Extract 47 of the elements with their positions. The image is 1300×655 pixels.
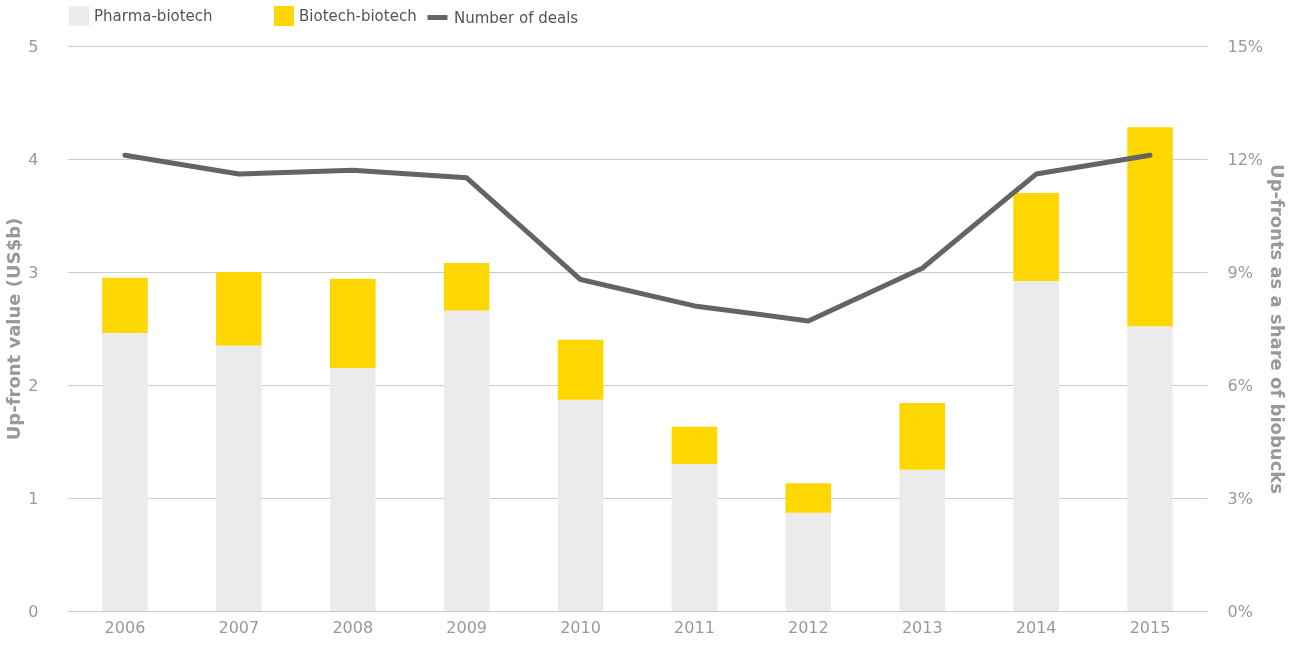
x-tick-label: 2009	[446, 617, 488, 637]
x-tick-label: 2012	[787, 617, 829, 637]
bar	[1013, 281, 1059, 611]
y-tick-label: 5	[28, 36, 39, 56]
y2-tick-label: 12%	[1227, 149, 1264, 169]
x-tick-label: 2010	[560, 617, 601, 637]
x-tick-label: 2008	[332, 617, 374, 637]
bar	[216, 345, 262, 611]
y-axis-title: Up-front value (US$b)	[3, 217, 25, 441]
legend-label: Number of deals	[454, 8, 579, 27]
y2-tick-label: 0%	[1227, 601, 1253, 621]
bar	[899, 403, 946, 470]
legend-label: Pharma-biotech	[94, 7, 213, 25]
bar	[102, 333, 148, 611]
bar	[1127, 326, 1173, 611]
y-tick-label: 0	[28, 601, 39, 621]
y2-tick-label: 9%	[1227, 262, 1253, 282]
bar	[557, 399, 604, 611]
bar	[1127, 127, 1173, 327]
bar	[1013, 192, 1059, 282]
bar	[216, 272, 262, 346]
bar	[785, 483, 832, 513]
x-tick-label: 2014	[1015, 617, 1057, 637]
bar	[785, 512, 832, 611]
y2-tick-label: 15%	[1227, 36, 1264, 56]
y-tick-label: 2	[28, 375, 39, 395]
bar	[671, 426, 718, 465]
bar	[102, 277, 148, 334]
x-tick-label: 2011	[674, 617, 715, 637]
y-tick-label: 1	[28, 488, 39, 508]
y2-tick-label: 3%	[1227, 488, 1253, 508]
x-tick-label: 2013	[901, 617, 943, 637]
bar	[671, 464, 718, 611]
bar	[557, 339, 604, 400]
bar	[329, 368, 376, 611]
bar	[329, 278, 376, 369]
y-tick-label: 4	[28, 149, 39, 169]
bar	[443, 262, 490, 311]
x-tick-label: 2006	[104, 617, 146, 637]
y2-tick-label: 6%	[1227, 375, 1253, 395]
y2-axis-title: Up-fronts as a share of biobucks	[1267, 164, 1289, 494]
bar	[899, 469, 946, 611]
x-tick-label: 2015	[1129, 617, 1171, 637]
y-tick-label: 3	[28, 262, 39, 282]
bar	[443, 310, 490, 611]
legend-label: Biotech-biotech	[299, 7, 417, 25]
x-tick-label: 2007	[218, 617, 260, 637]
